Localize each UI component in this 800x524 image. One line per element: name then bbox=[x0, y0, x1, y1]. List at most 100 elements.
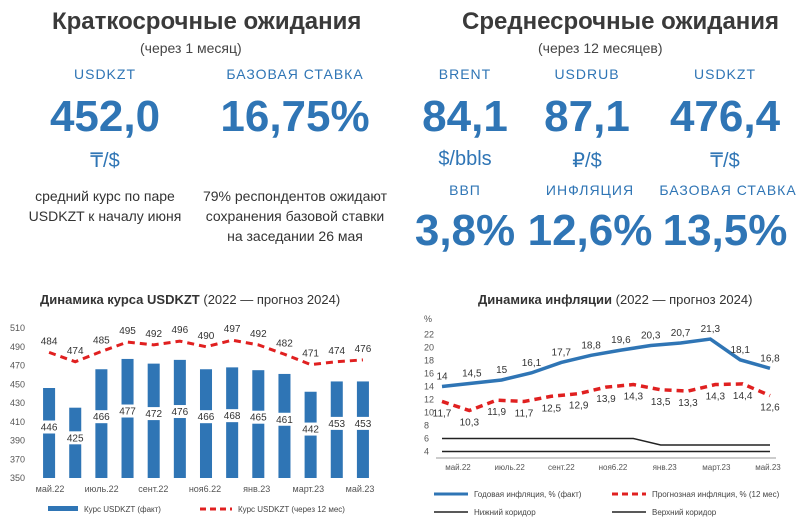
short-term-subtitle: (через 1 месяц) bbox=[140, 40, 242, 56]
x-tick-label: сент.22 bbox=[548, 463, 575, 472]
bar-value-label: 442 bbox=[302, 425, 319, 436]
bar-value-label: 461 bbox=[276, 415, 293, 426]
bar bbox=[226, 367, 239, 478]
bar-value-label: 446 bbox=[41, 423, 58, 434]
forecast-value-label: 13,9 bbox=[596, 394, 616, 405]
mid-usdkzt-unit: ₸/$ bbox=[710, 150, 740, 172]
y-tick-label: 4 bbox=[424, 447, 429, 457]
mid-inflation-label: ИНФЛЯЦИЯ bbox=[545, 182, 635, 198]
forecast-value-label: 492 bbox=[145, 329, 162, 340]
mid-usdrub-value: 87,1 bbox=[544, 92, 630, 141]
actual-value-label: 14,5 bbox=[462, 368, 482, 379]
bar bbox=[95, 369, 108, 478]
forecast-value-label: 12,9 bbox=[569, 401, 589, 412]
bar-value-label: 465 bbox=[250, 413, 267, 424]
forecast-value-label: 10,3 bbox=[460, 418, 480, 429]
bar-label-bg bbox=[194, 410, 218, 424]
bar-value-label: 466 bbox=[93, 412, 110, 423]
x-tick-label: сент.22 bbox=[138, 484, 168, 494]
bar-value-label: 468 bbox=[224, 411, 241, 422]
y-tick-label: 510 bbox=[10, 323, 25, 333]
bar-value-label: 476 bbox=[172, 407, 189, 418]
mid-usdrub-unit: ₽/$ bbox=[572, 150, 602, 172]
x-tick-label: май.23 bbox=[755, 463, 781, 472]
usdkzt-chart-title: Динамика курса USDKZT bbox=[40, 292, 200, 307]
mid-brent-unit: $/bbls bbox=[438, 148, 492, 170]
forecast-value-label: 471 bbox=[302, 349, 319, 360]
forecast-value-label: 484 bbox=[41, 336, 58, 347]
forecast-value-label: 492 bbox=[250, 329, 267, 340]
x-tick-label: янв.23 bbox=[653, 463, 678, 472]
legend-label-forecast: Прогнозная инфляция, % (12 мес) bbox=[652, 490, 780, 499]
y-tick-label: 16 bbox=[424, 369, 434, 379]
forecast-value-label: 497 bbox=[224, 324, 241, 335]
bar-value-label: 425 bbox=[67, 433, 84, 444]
actual-value-label: 19,6 bbox=[611, 335, 631, 346]
forecast-value-label: 14,4 bbox=[733, 391, 753, 402]
legend-swatch-actual bbox=[48, 506, 78, 511]
short-usdkzt-unit: ₸/$ bbox=[90, 150, 120, 172]
forecast-value-label: 12,6 bbox=[760, 403, 780, 414]
actual-value-label: 16,1 bbox=[522, 358, 542, 369]
forecast-value-label: 474 bbox=[328, 346, 345, 357]
short-rate-value: 16,75% bbox=[220, 92, 370, 141]
forecast-value-label: 12,5 bbox=[542, 403, 562, 414]
forecast-value-label: 13,3 bbox=[678, 398, 698, 409]
bar-value-label: 453 bbox=[355, 419, 372, 430]
bar bbox=[147, 363, 160, 478]
mid-rate-value: 13,5% bbox=[662, 206, 788, 255]
bar-label-bg bbox=[37, 420, 62, 434]
bar-label-bg bbox=[272, 412, 297, 426]
bar-label-bg bbox=[350, 416, 375, 430]
y-tick-label: 410 bbox=[10, 417, 25, 427]
x-tick-label: ноя6.22 bbox=[189, 484, 221, 494]
bar bbox=[199, 369, 213, 478]
actual-value-label: 15 bbox=[496, 365, 508, 376]
mid-inflation-value: 12,6% bbox=[527, 206, 653, 255]
bar-label-bg bbox=[115, 404, 140, 418]
actual-value-label: 20,7 bbox=[671, 328, 691, 339]
legend-label-forecast: Курс USDKZT (через 12 мес) bbox=[238, 505, 345, 514]
inflation-chart-title-row: Динамика инфляции (2022 — прогноз 2024) bbox=[478, 292, 752, 307]
y-tick-label: 10 bbox=[424, 408, 434, 418]
short-usdkzt-label: USDKZT bbox=[74, 66, 136, 82]
y-tick-label: 22 bbox=[424, 330, 434, 340]
bar-value-label: 453 bbox=[328, 419, 345, 430]
mid-usdrub-label: USDRUB bbox=[554, 66, 620, 82]
y-tick-label: 470 bbox=[10, 361, 25, 371]
forecast-value-label: 11,9 bbox=[487, 407, 506, 418]
y-tick-label: 450 bbox=[10, 379, 25, 389]
short-term-title: Краткосрочные ожидания bbox=[52, 8, 362, 35]
bar-label-bg bbox=[220, 409, 245, 423]
actual-value-label: 20,3 bbox=[641, 331, 661, 342]
usdkzt-chart-title-note: (2022 — прогноз 2024) bbox=[203, 292, 341, 307]
bar-label-bg bbox=[324, 416, 349, 430]
y-tick-label: 490 bbox=[10, 342, 25, 352]
short-rate-label: БАЗОВАЯ СТАВКА bbox=[226, 66, 364, 82]
x-tick-label: ноя6.22 bbox=[599, 463, 628, 472]
short-usdkzt-note: средний курс по паре USDKZT к началу июн… bbox=[28, 188, 182, 224]
inflation-chart-title-note: (2022 — прогноз 2024) bbox=[615, 292, 753, 307]
mid-brent-value: 84,1 bbox=[422, 92, 508, 141]
y-tick-label: 430 bbox=[10, 398, 25, 408]
usdkzt-chart: 350 370 390 410 430 450 470 490 510 446 425 466 477 4… bbox=[10, 323, 375, 514]
legend-label-upper: Верхний коридор bbox=[652, 508, 717, 517]
bar bbox=[173, 359, 186, 478]
mid-term-subtitle: (через 12 месяцев) bbox=[538, 40, 663, 56]
bar-label-bg bbox=[63, 431, 88, 445]
y-tick-label: 390 bbox=[10, 436, 25, 446]
mid-gdp-value: 3,8% bbox=[414, 206, 516, 255]
x-tick-label: июль.22 bbox=[85, 484, 119, 494]
mid-usdkzt-label: USDKZT bbox=[694, 66, 756, 82]
x-tick-label: май.22 bbox=[445, 463, 471, 472]
mid-gdp-label: ВВП bbox=[449, 182, 481, 198]
forecast-value-label: 11,7 bbox=[515, 408, 534, 419]
x-tick-label: янв.23 bbox=[243, 484, 270, 494]
bar bbox=[121, 358, 134, 478]
y-unit-label: % bbox=[424, 314, 432, 324]
forecast-value-label: 13,5 bbox=[651, 397, 671, 408]
forecast-value-label: 485 bbox=[93, 335, 110, 346]
actual-value-label: 21,3 bbox=[701, 324, 721, 335]
mid-brent-label: BRENT bbox=[438, 66, 492, 82]
forecast-value-label: 11,7 bbox=[433, 408, 452, 419]
